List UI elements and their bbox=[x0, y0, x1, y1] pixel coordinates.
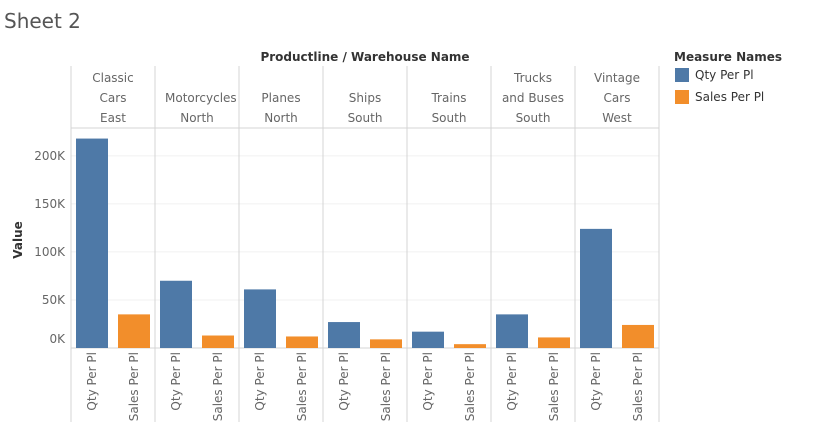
warehouse-label: North bbox=[180, 111, 214, 125]
bar bbox=[622, 324, 654, 348]
category-label: Motorcycles bbox=[165, 91, 237, 105]
category-label: Classic Cars bbox=[92, 71, 134, 105]
x-tick-label: Qty Per Pl bbox=[505, 352, 519, 411]
legend-swatch bbox=[675, 90, 689, 104]
header-title: Productline / Warehouse Name bbox=[260, 50, 469, 64]
pane-header: Planes North bbox=[239, 66, 323, 128]
x-tick-label: Qty Per Pl bbox=[337, 352, 351, 411]
y-tick-label: 0K bbox=[49, 332, 66, 346]
bar bbox=[202, 335, 234, 348]
x-tick-label: Qty Per Pl bbox=[421, 352, 435, 411]
x-tick-label: Sales Per Pl bbox=[211, 352, 225, 421]
x-tick-label: Qty Per Pl bbox=[253, 352, 267, 411]
pane-header: Ships South bbox=[323, 66, 407, 128]
bar bbox=[286, 336, 318, 348]
y-tick-label: 50K bbox=[42, 293, 66, 307]
bar bbox=[454, 344, 486, 348]
x-tick-label: Qty Per Pl bbox=[169, 352, 183, 411]
legend-label: Sales Per Pl bbox=[695, 90, 764, 104]
chart-title: Sheet 2 bbox=[4, 9, 81, 33]
bar bbox=[328, 322, 360, 348]
y-axis-title: Value bbox=[11, 221, 25, 259]
pane-header: Trucks and Buses South bbox=[491, 66, 575, 128]
legend-title: Measure Names bbox=[674, 50, 782, 64]
x-tick-label: Sales Per Pl bbox=[379, 352, 393, 421]
bar bbox=[412, 331, 444, 348]
pane-header: Classic Cars East bbox=[71, 66, 155, 128]
pane-header: Motorcycles North bbox=[155, 66, 239, 128]
x-tick-label: Qty Per Pl bbox=[589, 352, 603, 411]
bar bbox=[370, 339, 402, 348]
bar bbox=[538, 337, 570, 348]
category-label: Planes bbox=[261, 91, 301, 105]
category-label: Ships bbox=[348, 91, 382, 105]
y-tick-label: 200K bbox=[34, 149, 66, 163]
warehouse-label: South bbox=[515, 111, 551, 125]
category-label: Trucks and Buses bbox=[501, 71, 565, 105]
category-label: Trains bbox=[431, 91, 467, 105]
category-label: Vintage Cars bbox=[594, 71, 640, 105]
x-tick-label: Sales Per Pl bbox=[295, 352, 309, 421]
bar bbox=[76, 138, 108, 348]
x-tick-label: Sales Per Pl bbox=[463, 352, 477, 421]
warehouse-label: North bbox=[264, 111, 298, 125]
warehouse-label: South bbox=[431, 111, 467, 125]
x-tick-label: Sales Per Pl bbox=[631, 352, 645, 421]
bar bbox=[118, 314, 150, 348]
pane-header: Trains South bbox=[407, 66, 491, 128]
x-tick-label: Sales Per Pl bbox=[127, 352, 141, 421]
bar bbox=[580, 228, 612, 348]
pane-header: Vintage Cars West bbox=[575, 66, 659, 128]
legend-swatch bbox=[675, 68, 689, 82]
x-tick-label: Qty Per Pl bbox=[85, 352, 99, 411]
bar bbox=[496, 314, 528, 348]
y-tick-label: 100K bbox=[34, 245, 66, 259]
warehouse-label: West bbox=[602, 111, 632, 125]
legend-label: Qty Per Pl bbox=[695, 68, 754, 82]
warehouse-label: South bbox=[347, 111, 383, 125]
x-tick-label: Sales Per Pl bbox=[547, 352, 561, 421]
bar bbox=[160, 280, 192, 348]
bar bbox=[244, 289, 276, 348]
warehouse-label: East bbox=[100, 111, 126, 125]
y-tick-label: 150K bbox=[34, 197, 66, 211]
